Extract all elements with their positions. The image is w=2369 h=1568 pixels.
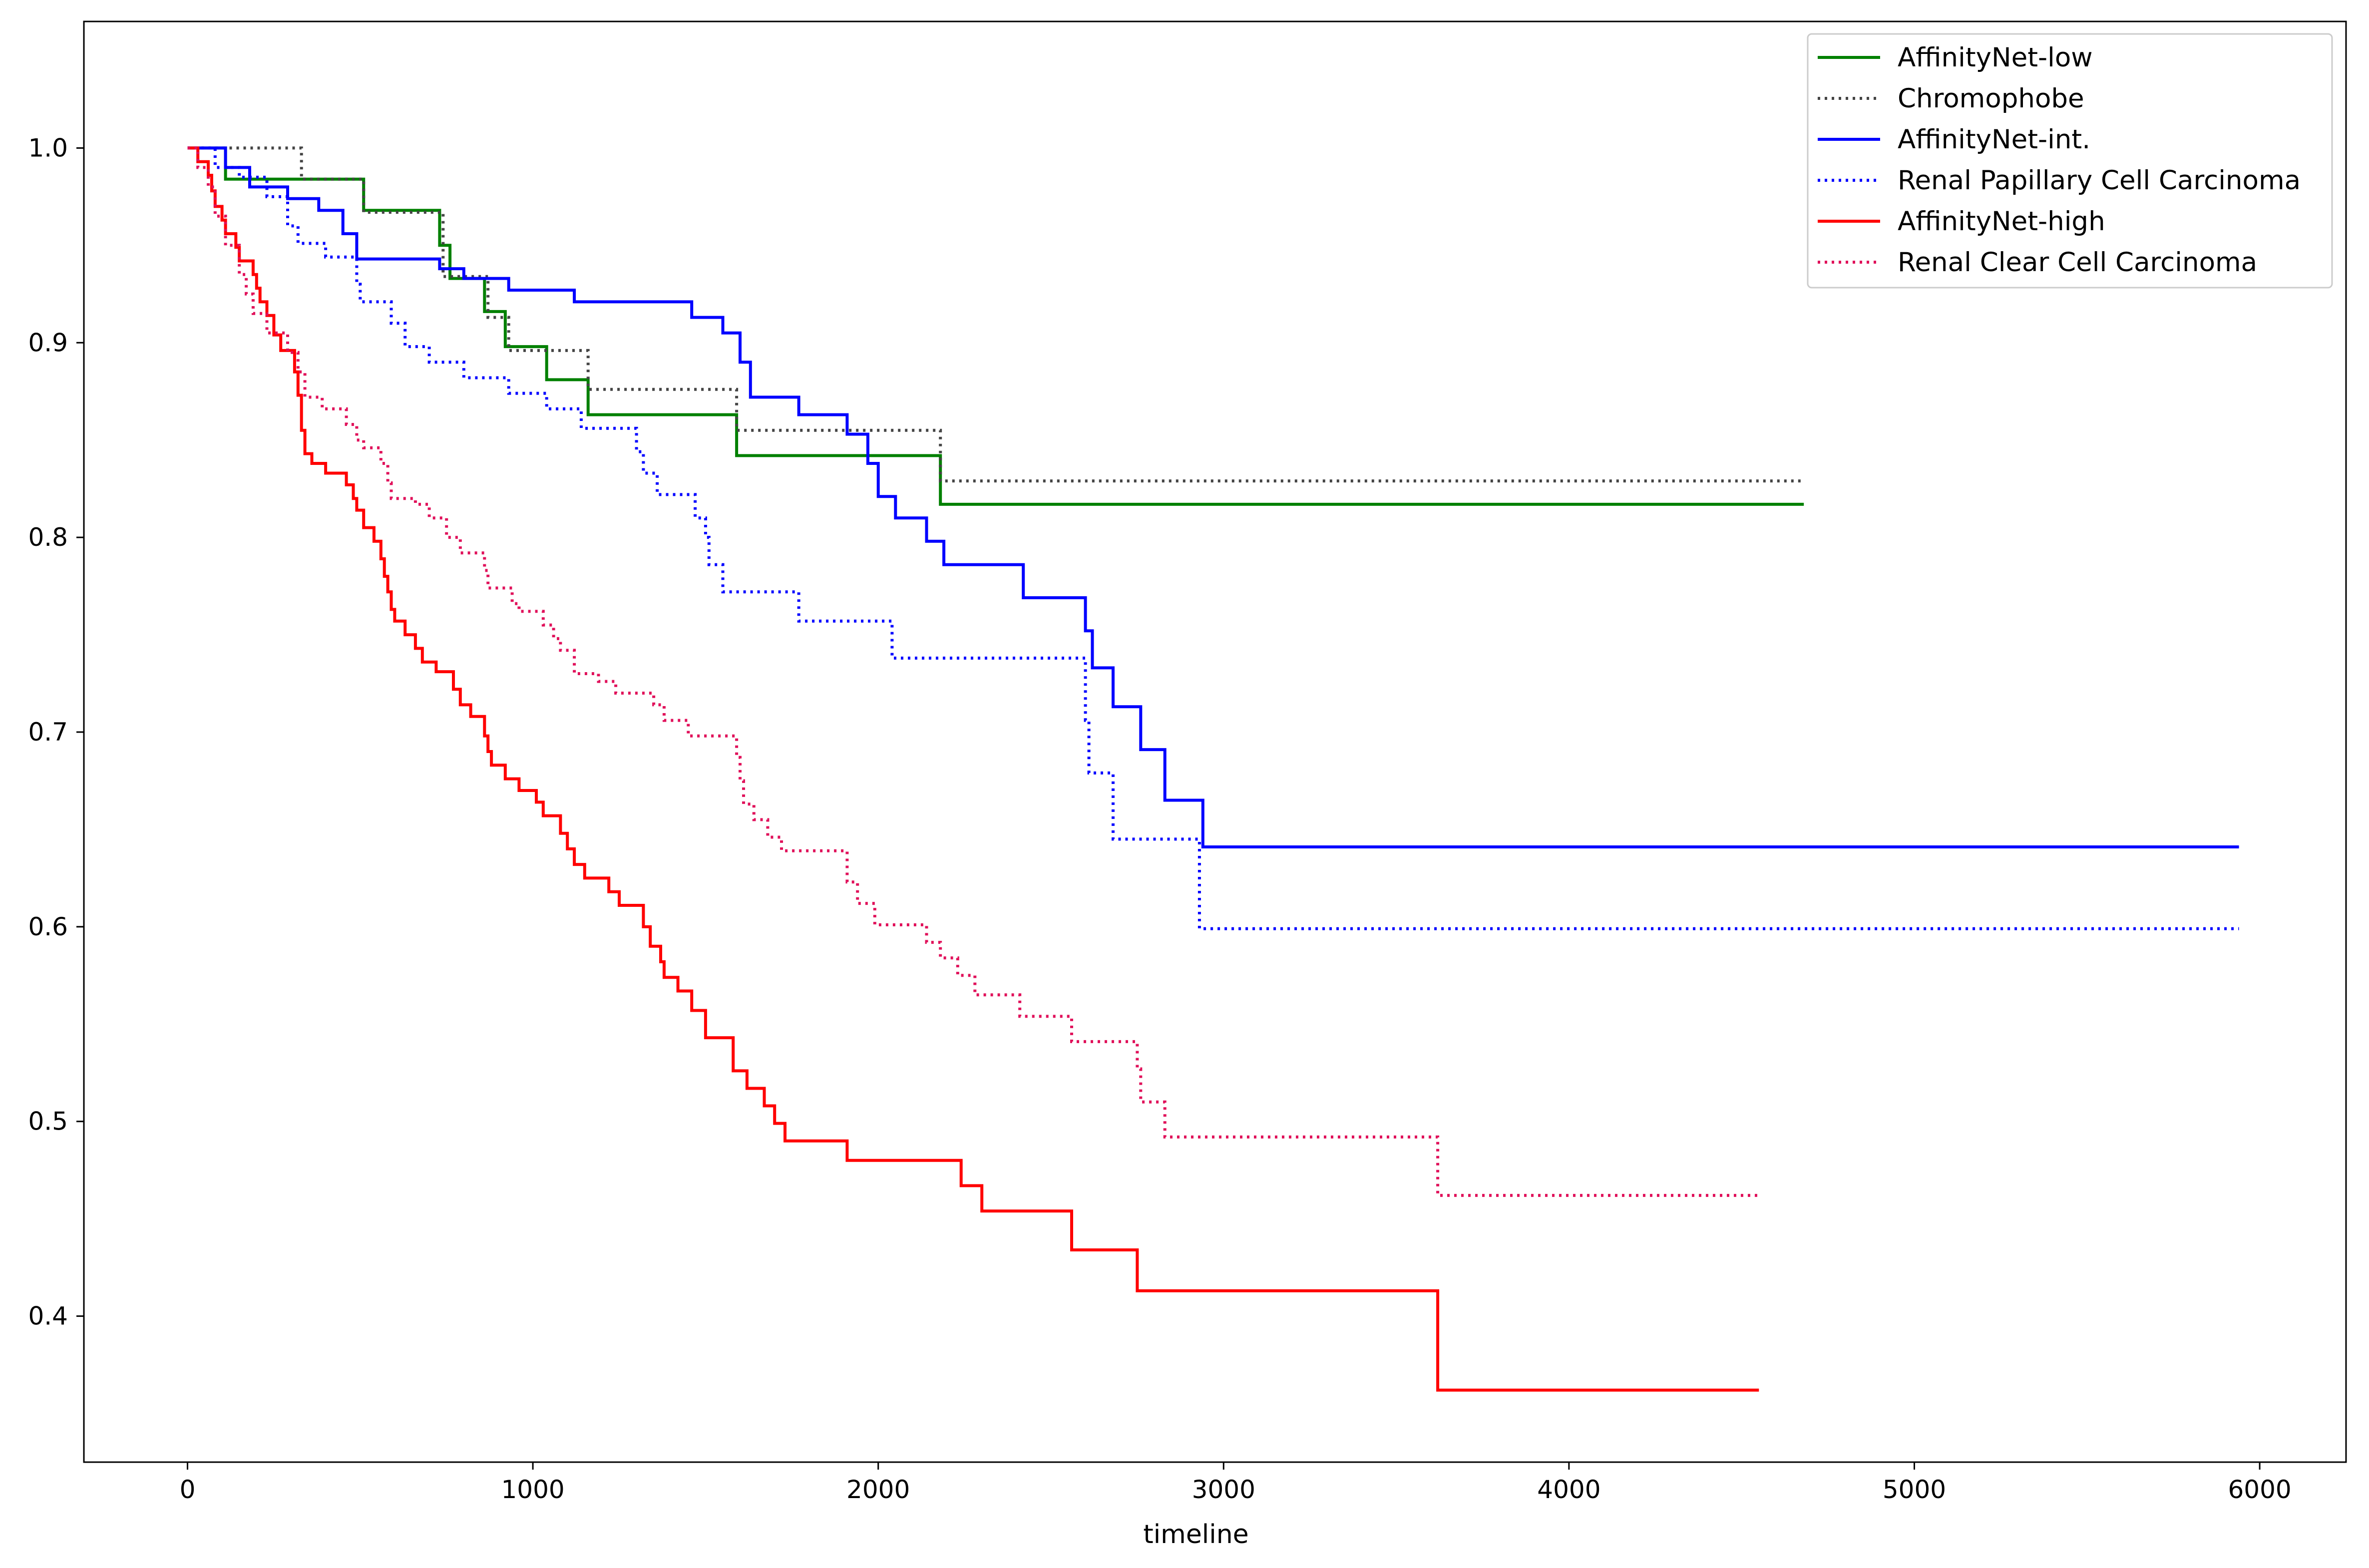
series-layer (187, 146, 2239, 1392)
legend-box (1807, 33, 2333, 289)
x-tick-label: 0 (180, 1475, 196, 1504)
plot-frame (83, 20, 2347, 1463)
legend-label-6: Renal Clear Cell Carcinoma (1898, 247, 2257, 278)
y-tick-label: 1.0 (28, 133, 68, 162)
y-tick-label: 0.7 (28, 718, 68, 747)
series-line-2 (187, 146, 1804, 483)
x-tick-label: 5000 (1883, 1475, 1946, 1504)
series-line-5 (187, 146, 1759, 1392)
legend-label-2: Chromophobe (1898, 83, 2084, 114)
x-tick-label: 6000 (2228, 1475, 2291, 1504)
legend-label-3: AffinityNet-int. (1898, 124, 2090, 155)
legend-label-1: AffinityNet-low (1898, 42, 2093, 73)
x-axis-ticks: 0 1000 2000 3000 4000 5000 6000 (180, 1462, 2292, 1504)
legend-label-4: Renal Papillary Cell Carcinoma (1898, 165, 2301, 196)
x-tick-label: 4000 (1537, 1475, 1600, 1504)
x-tick-label: 2000 (846, 1475, 910, 1504)
y-tick-label: 0.5 (28, 1107, 68, 1136)
x-tick-label: 1000 (501, 1475, 564, 1504)
legend-label-5: AffinityNet-high (1898, 206, 2105, 237)
series-line-1 (187, 146, 1804, 506)
y-tick-label: 0.4 (28, 1302, 68, 1331)
y-tick-label: 0.8 (28, 523, 68, 552)
x-axis-label: timeline (1143, 1520, 1248, 1550)
legend: AffinityNet-low Chromophobe AffinityNet-in… (1807, 33, 2333, 289)
series-line-4 (187, 146, 2239, 930)
y-tick-label: 0.9 (28, 328, 68, 357)
y-tick-label: 0.6 (28, 912, 68, 941)
y-axis-ticks: 0.4 0.5 0.6 0.7 0.8 0.9 1.0 (28, 133, 84, 1331)
x-tick-label: 3000 (1192, 1475, 1255, 1504)
series-line-3 (187, 146, 2239, 848)
